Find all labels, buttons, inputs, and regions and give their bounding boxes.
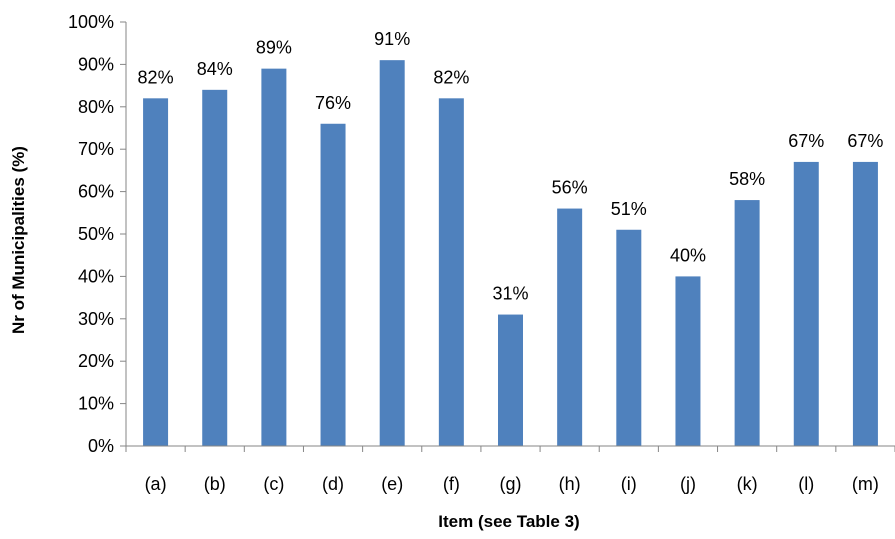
- x-tick-label: (g): [500, 474, 522, 494]
- y-tick-label: 70%: [78, 139, 114, 159]
- data-label: 31%: [492, 284, 528, 304]
- bar: [616, 229, 642, 446]
- bar: [143, 98, 169, 446]
- data-label: 82%: [433, 67, 469, 87]
- x-axis-title: Item (see Table 3): [438, 512, 579, 531]
- x-axis-ticks: (a) (b) (c) (d) (e) (f) (g) (h) (i) (j) (k) (l) (m): [125, 446, 895, 494]
- data-label: 89%: [256, 38, 292, 58]
- y-axis-ticks: 0% 10% 20% 30% 40% 50% 60% 70% 80% 90% 100%: [68, 12, 126, 456]
- data-label: 56%: [552, 178, 588, 198]
- y-tick-label: 90%: [78, 54, 114, 74]
- x-tick-label: (f): [443, 474, 460, 494]
- y-tick-label: 10%: [78, 394, 114, 414]
- axes-group: [125, 22, 895, 447]
- x-tick-label: (m): [852, 474, 879, 494]
- x-tick-label: (i): [621, 474, 637, 494]
- x-tick-label: (e): [381, 474, 403, 494]
- data-label: 84%: [197, 59, 233, 79]
- x-tick-label: (k): [737, 474, 758, 494]
- data-label: 91%: [374, 29, 410, 49]
- y-tick-label: 80%: [78, 97, 114, 117]
- y-tick-label: 40%: [78, 266, 114, 286]
- x-tick-label: (c): [263, 474, 284, 494]
- bar: [557, 208, 583, 446]
- bar: [261, 68, 287, 446]
- bar: [675, 276, 701, 446]
- bar: [202, 89, 228, 446]
- bar: [852, 161, 878, 447]
- y-tick-label: 0%: [88, 436, 114, 456]
- bar: [793, 161, 819, 447]
- data-label: 40%: [670, 245, 706, 265]
- bar: [734, 200, 760, 446]
- data-label: 51%: [611, 199, 647, 219]
- data-label: 82%: [138, 67, 174, 87]
- x-tick-label: (b): [204, 474, 226, 494]
- x-tick-label: (h): [559, 474, 581, 494]
- bar: [320, 123, 346, 446]
- data-labels-group: 82% 84% 89% 76% 91% 82% 31% 56% 51% 40% 58% 67% 67%: [138, 29, 884, 303]
- x-tick-label: (l): [798, 474, 814, 494]
- bar: [379, 60, 405, 446]
- data-label: 67%: [847, 131, 883, 151]
- y-axis-title: Nr of Municipalities (%): [9, 146, 28, 334]
- y-tick-label: 20%: [78, 351, 114, 371]
- bars-group: [143, 60, 878, 447]
- bar: [498, 314, 523, 446]
- x-tick-label: (d): [322, 474, 344, 494]
- data-label: 76%: [315, 93, 351, 113]
- data-label: 58%: [729, 169, 765, 189]
- x-tick-label: (j): [680, 474, 696, 494]
- data-label: 67%: [788, 131, 824, 151]
- y-tick-label: 50%: [78, 224, 114, 244]
- y-tick-label: 100%: [68, 12, 114, 32]
- y-tick-label: 30%: [78, 309, 114, 329]
- bar: [438, 98, 464, 446]
- y-tick-label: 60%: [78, 182, 114, 202]
- x-tick-label: (a): [145, 474, 167, 494]
